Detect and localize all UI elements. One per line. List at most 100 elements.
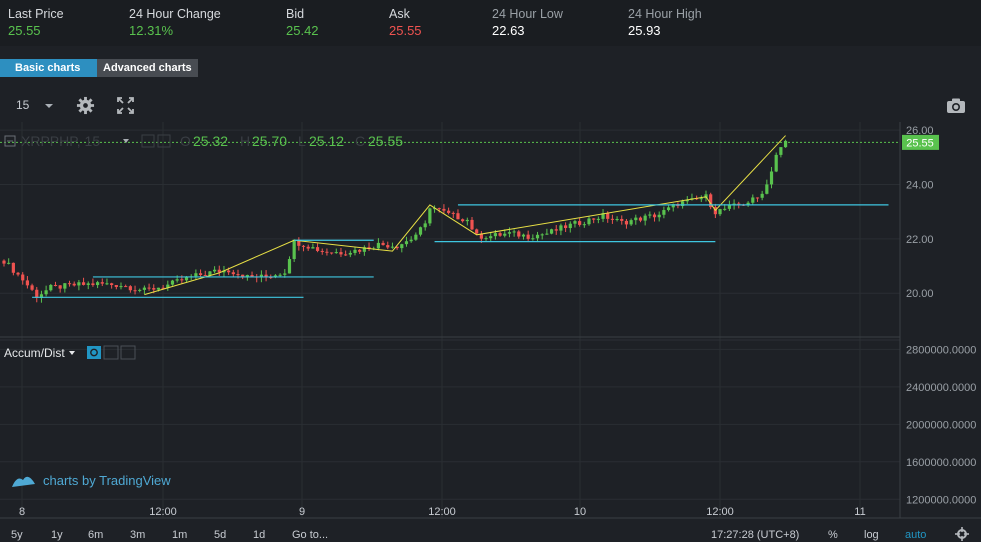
candle-body xyxy=(25,280,29,286)
price-tick-label: 24.00 xyxy=(906,180,934,192)
candle-body xyxy=(760,193,764,198)
collapse-icon[interactable] xyxy=(4,135,16,147)
candle-body xyxy=(100,282,104,284)
candle-body xyxy=(217,269,221,273)
candle-body xyxy=(30,285,34,290)
candle-body xyxy=(414,234,418,240)
candle-body xyxy=(259,274,263,278)
candle-body xyxy=(16,272,20,275)
candle-body xyxy=(498,233,502,236)
chevron-down-icon[interactable] xyxy=(44,102,54,110)
time-tick-label: 12:00 xyxy=(428,506,456,518)
interval-select[interactable]: 15 xyxy=(16,98,29,112)
chevron-down-icon[interactable] xyxy=(123,139,129,143)
gear-icon[interactable] xyxy=(955,527,969,541)
candle-body xyxy=(629,220,633,225)
gear-icon[interactable] xyxy=(76,96,95,115)
candle-body xyxy=(484,238,488,240)
close-icon[interactable] xyxy=(157,134,171,148)
interval-value: 15 xyxy=(16,98,30,112)
tab-advanced-charts[interactable]: Advanced charts xyxy=(97,59,198,77)
candle-body xyxy=(592,218,596,220)
candle-body xyxy=(283,273,287,275)
candle-body xyxy=(606,213,610,219)
range-1m[interactable]: 1m xyxy=(172,529,187,541)
candle-body xyxy=(624,220,629,225)
bottom-toolbar: 5y 1y 6m 3m 1m 5d 1d Go to... 17:27:28 (… xyxy=(11,527,969,541)
range-1d[interactable]: 1d xyxy=(253,529,265,541)
close-icon[interactable] xyxy=(120,345,136,360)
candle-body xyxy=(58,285,62,289)
candle-body xyxy=(709,194,713,208)
chevron-down-icon[interactable] xyxy=(69,351,75,355)
price-tick-label: 26.00 xyxy=(906,125,934,137)
candle-body xyxy=(7,262,11,264)
candle-body xyxy=(461,219,465,222)
trendline-zigzag xyxy=(144,135,786,296)
legend-symbol[interactable]: XRPPHP, 15 xyxy=(21,133,100,149)
indicator-name[interactable]: Accum/Dist xyxy=(4,346,65,360)
candle-body xyxy=(311,247,315,249)
percent-toggle[interactable]: % xyxy=(828,529,838,541)
candle-body xyxy=(437,208,441,210)
legend-close-label: C xyxy=(355,133,365,149)
candle-body xyxy=(662,210,666,215)
candle-body xyxy=(601,213,605,219)
candle-body xyxy=(381,242,385,246)
candle-body xyxy=(568,223,572,229)
price-tick-label: 20.00 xyxy=(906,288,934,300)
candle-body xyxy=(652,214,657,218)
candle-body xyxy=(292,239,296,260)
candle-body xyxy=(77,282,81,286)
indicator-tick-label: 1600000.0000 xyxy=(906,457,976,469)
range-6m[interactable]: 6m xyxy=(88,529,103,541)
auto-toggle[interactable]: auto xyxy=(905,529,926,541)
candle-body xyxy=(287,259,292,274)
range-3m[interactable]: 3m xyxy=(130,529,145,541)
candle-body xyxy=(404,241,409,245)
goto-button[interactable]: Go to... xyxy=(292,529,328,541)
indicator-tick-label: 1200000.0000 xyxy=(906,494,976,506)
range-5d[interactable]: 5d xyxy=(214,529,226,541)
price-chart[interactable]: 20.00 22.00 24.00 26.00 1200000.0000 1600000… xyxy=(0,122,981,542)
range-1y[interactable]: 1y xyxy=(51,529,63,541)
candle-body xyxy=(35,289,39,298)
candle-body xyxy=(198,273,203,276)
ticker-value: 22.63 xyxy=(492,23,525,38)
legend-high-label: H xyxy=(240,133,250,149)
candle-body xyxy=(128,286,132,291)
tab-basic-charts[interactable]: Basic charts xyxy=(0,59,97,77)
candle-body xyxy=(765,184,769,194)
candle-body xyxy=(180,279,184,281)
candle-body xyxy=(175,279,179,281)
candle-body xyxy=(447,210,451,213)
candle-body xyxy=(540,234,544,236)
candle-body xyxy=(610,218,614,220)
candle-body xyxy=(301,245,306,247)
candle-body xyxy=(86,283,90,285)
candle-body xyxy=(227,270,231,273)
indicator-axis-labels: 1200000.0000 1600000.0000 2000000.0000 2400… xyxy=(906,344,976,506)
candle-body xyxy=(521,234,526,237)
ticker-value: 25.55 xyxy=(8,23,41,38)
camera-icon[interactable] xyxy=(946,98,966,114)
candle-body xyxy=(390,246,395,248)
candle-body xyxy=(596,218,600,220)
candle-body xyxy=(119,286,123,288)
candle-body xyxy=(53,284,58,286)
ticker-label: 24 Hour High xyxy=(628,7,702,21)
candle-body xyxy=(376,242,380,249)
settings-icon[interactable] xyxy=(141,134,155,148)
range-5y[interactable]: 5y xyxy=(11,529,23,541)
log-toggle[interactable]: log xyxy=(864,529,879,541)
settings-icon[interactable] xyxy=(103,345,119,360)
tradingview-watermark[interactable]: charts by TradingView xyxy=(12,473,171,488)
candle-body xyxy=(213,269,217,272)
candle-body xyxy=(774,154,778,172)
fullscreen-icon[interactable] xyxy=(116,96,135,115)
candle-body xyxy=(549,229,554,234)
candle-body xyxy=(231,272,235,275)
candle-body xyxy=(306,246,310,249)
ticker-value: 25.42 xyxy=(286,23,319,38)
eye-icon[interactable] xyxy=(87,346,101,359)
